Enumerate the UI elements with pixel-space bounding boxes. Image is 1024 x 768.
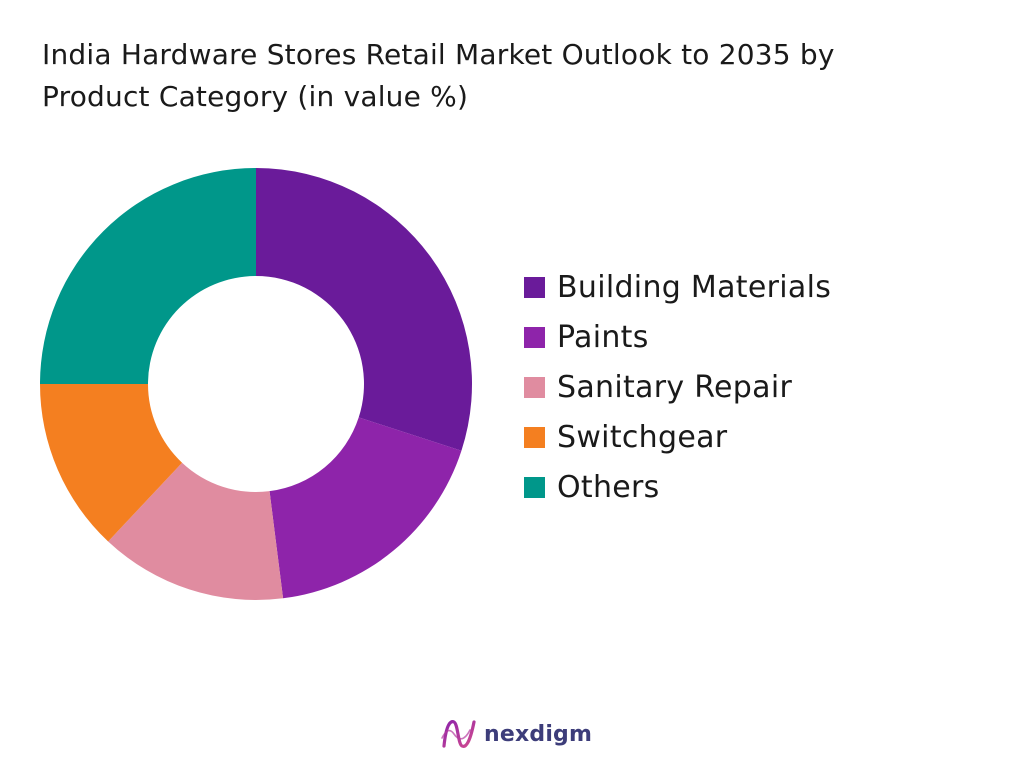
legend-swatch xyxy=(524,476,545,498)
legend-label: Sanitary Repair xyxy=(557,369,793,405)
donut-slice-building-materials xyxy=(256,168,473,451)
legend-label: Building Materials xyxy=(557,269,832,305)
legend-label: Paints xyxy=(557,319,649,355)
legend-swatch xyxy=(524,276,545,298)
legend-swatch xyxy=(524,326,545,348)
chart-legend: Building Materials Paints Sanitary Repair S… xyxy=(524,262,831,512)
chart-title-line-2: Product Category (in value %) xyxy=(42,80,469,113)
donut-slice-sanitary-repair xyxy=(108,462,284,600)
legend-item-switchgear: Switchgear xyxy=(524,412,831,462)
legend-swatch xyxy=(524,376,545,398)
chart-title-line-1: India Hardware Stores Retail Market Outl… xyxy=(42,38,835,71)
donut-slice-switchgear xyxy=(40,384,183,542)
chart-title: India Hardware Stores Retail Market Outl… xyxy=(42,34,942,118)
donut-slice-paints xyxy=(269,417,462,599)
donut-slice-others xyxy=(40,168,256,384)
legend-item-sanitary-repair: Sanitary Repair xyxy=(524,362,831,412)
legend-swatch xyxy=(524,426,545,448)
legend-item-paints: Paints xyxy=(524,312,831,362)
brand-footer: nexdigm xyxy=(440,716,592,752)
legend-item-others: Others xyxy=(524,462,831,512)
legend-label: Switchgear xyxy=(557,419,728,455)
legend-item-building-materials: Building Materials xyxy=(524,262,831,312)
nexdigm-logo-icon xyxy=(441,720,476,748)
brand-name: nexdigm xyxy=(484,721,593,747)
legend-label: Others xyxy=(557,469,660,505)
